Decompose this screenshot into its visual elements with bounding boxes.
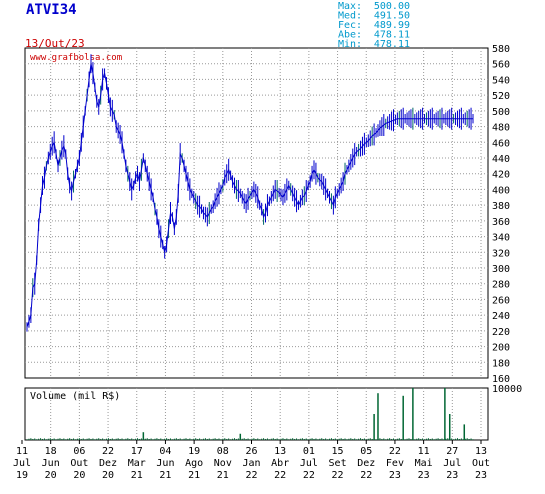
y-tick-label: 360	[492, 217, 510, 228]
x-tick-month: Dez	[357, 458, 375, 469]
x-tick-year: 23	[446, 470, 458, 481]
volume-frame	[24, 387, 489, 441]
x-tick-month: Jun	[156, 458, 174, 469]
y-tick-label: 560	[492, 60, 510, 71]
y-tick-label: 300	[492, 264, 510, 275]
x-tick-year: 21	[159, 470, 171, 481]
y-tick-label: 500	[492, 107, 510, 118]
y-tick-label: 220	[492, 327, 510, 338]
x-tick-day: 27	[446, 446, 458, 457]
x-tick-month: Set	[329, 458, 347, 469]
x-tick-year: 22	[360, 470, 372, 481]
y-tick-label: 400	[492, 185, 510, 196]
x-tick-year: 21	[217, 470, 229, 481]
x-tick-month: Out	[472, 458, 490, 469]
y-tick-label: 260	[492, 295, 510, 306]
x-tick-year: 22	[332, 470, 344, 481]
x-tick-month: Jul	[443, 458, 461, 469]
x-tick-year: 23	[418, 470, 430, 481]
x-tick-day: 01	[303, 446, 315, 457]
x-tick-month: Fev	[386, 458, 404, 469]
stat-label: Med:	[338, 11, 362, 22]
x-tick-month: Jul	[13, 458, 31, 469]
x-tick-year: 21	[131, 470, 143, 481]
x-tick-month: Jan	[242, 458, 260, 469]
x-tick-month: Dez	[99, 458, 117, 469]
x-tick-day: 26	[245, 446, 257, 457]
x-tick-day: 13	[475, 446, 487, 457]
ticker-title: ATVI34	[26, 2, 77, 18]
y-tick-label: 580	[492, 44, 510, 55]
stat-label: Min:	[338, 39, 362, 50]
stats-block: Max: 500.00 Med: 491.50 Fec: 489.99 Abe: 478.11…	[338, 1, 410, 50]
x-tick-year: 20	[73, 470, 85, 481]
stat-value: 478.11	[374, 39, 410, 50]
x-tick-day: 22	[389, 446, 401, 457]
price-panel: 160 180 200 220 240 260 280 300 320 340 360 380 400 4…	[24, 44, 510, 385]
x-tick-day: 18	[45, 446, 57, 457]
y-tick-label: 340	[492, 233, 510, 244]
x-tick-month: Mar	[128, 458, 146, 469]
x-tick-year: 20	[45, 470, 57, 481]
price-date: 13/Out/23	[25, 37, 85, 50]
x-tick-year: 21	[188, 470, 200, 481]
x-tick-month: Abr	[271, 458, 289, 469]
volume-panel: Volume (mil R$) 10000	[24, 384, 522, 441]
x-tick-day: 15	[332, 446, 344, 457]
x-tick-year: 22	[245, 470, 257, 481]
x-tick-day: 22	[102, 446, 114, 457]
y-tick-label: 540	[492, 75, 510, 86]
x-tick-year: 19	[16, 470, 28, 481]
price-line	[26, 63, 473, 328]
y-tick-label: 440	[492, 154, 510, 165]
x-tick-month: Jun	[42, 458, 60, 469]
x-tick-year: 22	[274, 470, 286, 481]
x-tick-day: 11	[16, 446, 28, 457]
y-tick-label: 240	[492, 311, 510, 322]
x-tick-month: Mai	[415, 458, 433, 469]
price-frame	[24, 47, 489, 379]
x-tick-day: 17	[131, 446, 143, 457]
stat-label: Max:	[338, 1, 362, 12]
x-tick-day: 04	[159, 446, 171, 457]
x-tick-year: 20	[102, 470, 114, 481]
volume-title: Volume (mil R$)	[30, 391, 120, 402]
stat-value: 491.50	[374, 11, 410, 22]
stat-label: Abe:	[338, 30, 362, 41]
volume-tick-label: 10000	[492, 384, 522, 395]
y-tick-label: 460	[492, 138, 510, 149]
y-tick-label: 160	[492, 374, 510, 385]
x-tick-year: 23	[475, 470, 487, 481]
x-tick-day: 11	[418, 446, 430, 457]
x-tick-day: 19	[188, 446, 200, 457]
y-tick-label: 320	[492, 248, 510, 259]
x-tick-day: 08	[217, 446, 229, 457]
x-tick-month: Ago	[185, 458, 203, 469]
x-tick-day: 06	[73, 446, 85, 457]
x-tick-year: 23	[389, 470, 401, 481]
y-tick-label: 480	[492, 123, 510, 134]
y-tick-label: 280	[492, 280, 510, 291]
y-tick-label: 520	[492, 91, 510, 102]
watermark: www.grafbolsa.com	[30, 53, 122, 63]
y-tick-label: 200	[492, 343, 510, 354]
stat-value: 489.99	[374, 20, 410, 31]
stat-value: 478.11	[374, 30, 410, 41]
x-tick-month: Out	[70, 458, 88, 469]
stat-label: Fec:	[338, 20, 362, 31]
x-tick-year: 22	[303, 470, 315, 481]
stat-value: 500.00	[374, 1, 410, 12]
y-tick-label: 180	[492, 358, 510, 369]
x-tick-day: 05	[360, 446, 372, 457]
x-tick-month: Nov	[214, 458, 232, 469]
x-axis: 11Jul1918Jun2006Out2022Dez2017Mar2104Jun…	[13, 440, 490, 481]
y-tick-label: 380	[492, 201, 510, 212]
x-tick-day: 13	[274, 446, 286, 457]
x-tick-month: Jul	[300, 458, 318, 469]
y-tick-label: 420	[492, 170, 510, 181]
